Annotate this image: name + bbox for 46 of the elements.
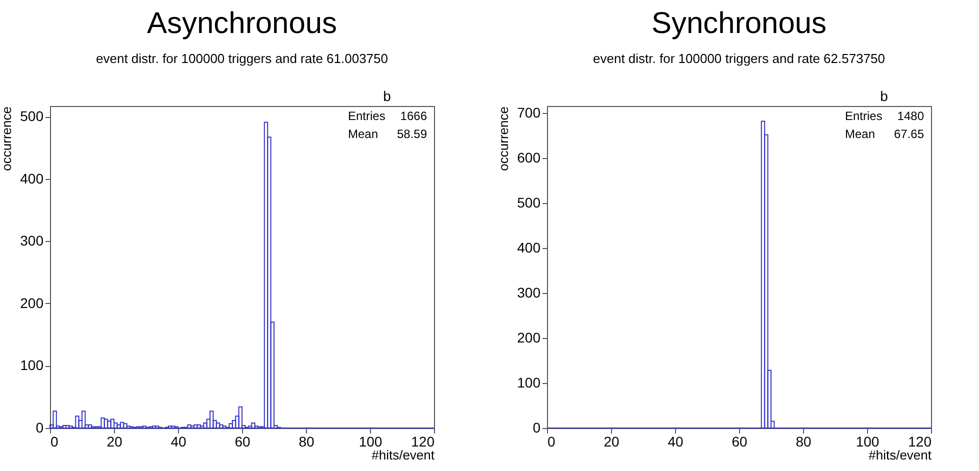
x-tick-label: 120 bbox=[908, 434, 932, 450]
x-tick-label: 40 bbox=[668, 434, 684, 450]
chart-title: Asynchronous bbox=[146, 7, 338, 40]
x-tick-label: 20 bbox=[106, 434, 122, 450]
annotation: Mean bbox=[348, 127, 378, 141]
x-tick-label: 60 bbox=[234, 434, 250, 450]
annotation: 58.59 bbox=[396, 127, 428, 141]
y-tick-label: 200 bbox=[20, 294, 44, 311]
y-tick-label: 100 bbox=[20, 357, 44, 374]
y-tick-label: 100 bbox=[517, 374, 541, 391]
y-axis-title: occurrence bbox=[496, 106, 512, 171]
y-tick-label: 700 bbox=[517, 104, 541, 121]
x-tick-label: 80 bbox=[298, 434, 314, 450]
annotation: 67.65 bbox=[894, 127, 924, 141]
x-axis-title: #hits/event bbox=[372, 448, 435, 462]
x-tick-label: 100 bbox=[856, 434, 880, 450]
annotation: 1480 bbox=[897, 109, 924, 123]
annotation: Entries bbox=[348, 109, 386, 123]
y-tick-label: 200 bbox=[517, 330, 541, 346]
annotation: Entries bbox=[845, 109, 882, 123]
y-tick-label: 300 bbox=[20, 232, 44, 249]
x-tick-label: 80 bbox=[796, 434, 812, 450]
x-tick-label: 20 bbox=[604, 434, 620, 450]
y-tick-label: 400 bbox=[517, 240, 541, 256]
y-tick-label: 400 bbox=[20, 170, 44, 186]
y-tick-label: 600 bbox=[517, 150, 541, 166]
y-tick-label: 0 bbox=[36, 420, 44, 436]
chart-subtitle: event distr. for 100000 triggers and rate 61.003750 bbox=[96, 51, 388, 66]
chart-title: Synchronous bbox=[651, 7, 827, 40]
y-tick-label: 500 bbox=[517, 194, 541, 211]
x-tick-label: 0 bbox=[548, 434, 556, 450]
y-tick-label: 300 bbox=[517, 284, 541, 301]
x-tick-label: 60 bbox=[732, 434, 748, 450]
x-tick-label: 0 bbox=[50, 434, 58, 450]
text: b bbox=[880, 88, 888, 104]
annotation: 1666 bbox=[400, 109, 428, 123]
annotation: Mean bbox=[845, 127, 876, 141]
x-axis-title: #hits/event bbox=[868, 448, 932, 462]
text: b bbox=[383, 88, 392, 104]
x-tick-label: 100 bbox=[358, 434, 382, 450]
x-tick-label: 40 bbox=[170, 434, 186, 450]
y-axis-title: occurrence bbox=[0, 106, 14, 171]
y-tick-label: 500 bbox=[20, 108, 44, 124]
x-tick-label: 120 bbox=[411, 434, 435, 450]
chart-subtitle: event distr. for 100000 triggers and rate 62.573750 bbox=[593, 51, 885, 66]
y-tick-label: 0 bbox=[532, 420, 541, 436]
